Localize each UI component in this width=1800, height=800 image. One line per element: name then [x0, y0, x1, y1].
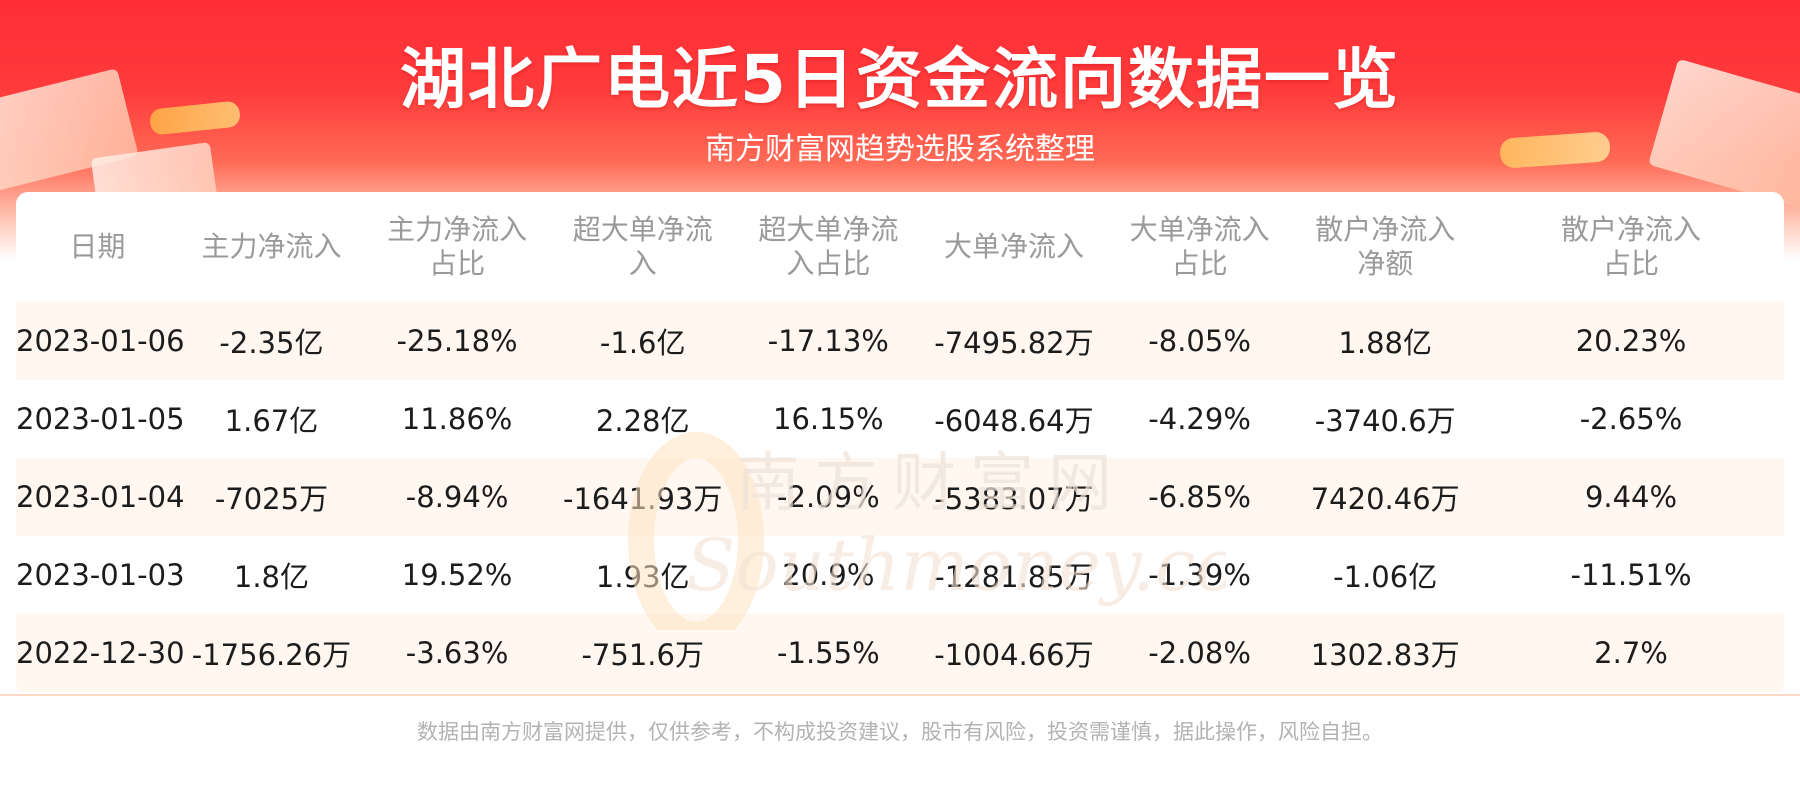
- value-cell: -1.39%: [1148, 558, 1251, 592]
- column-header: 大单净流入: [921, 192, 1107, 302]
- date-cell: 2022-12-30: [16, 636, 185, 670]
- column-header-line: 占比: [1603, 247, 1660, 280]
- column-header: 大单净流入 占比: [1107, 192, 1293, 302]
- value-cell: 20.9%: [782, 558, 875, 592]
- column-header-line: 大单净流入: [943, 230, 1084, 263]
- column-header-line: 主力净流入: [387, 213, 528, 246]
- page-subtitle: 南方财富网趋势选股系统整理: [705, 132, 1095, 167]
- table-row: 2022-12-30 -1756.26万 -3.63% -751.6万 -1.55% -1…: [16, 614, 1784, 692]
- value-cell: 19.52%: [401, 558, 513, 592]
- column-header-line: 占比: [1171, 247, 1228, 280]
- value-cell: 16.15%: [773, 402, 884, 436]
- value-cell: -3.63%: [405, 636, 509, 670]
- table-row: 2023-01-06 -2.35亿 -25.18% -1.6亿 -17.13% -7495…: [16, 302, 1784, 380]
- value-cell: 1.88亿: [1338, 326, 1432, 360]
- page-title: 湖北广电近5日资金流向数据一览: [400, 41, 1400, 118]
- value-cell: -7025万: [214, 482, 329, 516]
- footer-disclaimer: 数据由南方财富网提供，仅供参考，不构成投资建议，股市有风险，投资需谨慎，据此操作…: [417, 720, 1383, 744]
- value-cell: 20.23%: [1575, 324, 1687, 358]
- value-cell: -25.18%: [396, 324, 518, 358]
- table-row: 2023-01-04 -7025万 -8.94% -1641.93万 -2.09% -53…: [16, 458, 1784, 536]
- value-cell: 2.28亿: [595, 404, 690, 438]
- column-header-line: 入: [628, 247, 657, 280]
- value-cell: -1.06亿: [1333, 560, 1438, 594]
- column-header: 散户净流入 占比: [1478, 192, 1784, 302]
- column-header: 超大单净流入: [550, 192, 736, 302]
- date-cell: 2023-01-04: [16, 480, 185, 514]
- value-cell: 9.44%: [1584, 480, 1678, 514]
- value-cell: -2.09%: [777, 480, 880, 514]
- value-cell: -17.13%: [767, 324, 889, 358]
- value-cell: -6.85%: [1148, 480, 1251, 514]
- column-header-line: 散户净流入: [1561, 213, 1702, 246]
- value-cell: -8.05%: [1148, 324, 1251, 358]
- value-cell: 11.86%: [401, 402, 513, 436]
- value-cell: -2.08%: [1148, 636, 1251, 670]
- value-cell: -1004.66万: [934, 638, 1094, 672]
- value-cell: 1.8亿: [233, 560, 310, 594]
- column-header-line: 散户净流入: [1315, 213, 1456, 246]
- data-panel: 日期 主力净流入 主力净流入 占比 超大单净流入超大单净流 入占比 大单净流入 大单净流入 占比…: [16, 192, 1784, 694]
- value-cell: -1641.93万: [563, 482, 723, 516]
- date-cell: 2023-01-05: [16, 402, 185, 436]
- column-header-line: 入占比: [786, 247, 871, 280]
- table-row: 2023-01-05 1.67亿 11.86% 2.28亿 16.15% -6048.64…: [16, 380, 1784, 458]
- value-cell: -7495.82万: [934, 326, 1094, 360]
- value-cell: 7420.46万: [1310, 482, 1460, 516]
- value-cell: -1281.85万: [934, 560, 1094, 594]
- value-cell: -6048.64万: [934, 404, 1094, 438]
- value-cell: -8.94%: [405, 480, 509, 514]
- column-header: 主力净流入: [179, 192, 365, 302]
- value-cell: -5383.07万: [934, 482, 1094, 516]
- column-header-line: 日期: [69, 230, 126, 263]
- date-cell: 2023-01-03: [16, 558, 185, 592]
- column-header: 主力净流入 占比: [364, 192, 550, 302]
- value-cell: -11.51%: [1570, 558, 1692, 592]
- value-cell: -1756.26万: [191, 638, 352, 672]
- value-cell: -1.55%: [777, 636, 880, 670]
- table-header-row: 日期 主力净流入 主力净流入 占比 超大单净流入超大单净流 入占比 大单净流入 大单净流入 占比…: [16, 192, 1784, 302]
- value-cell: -2.65%: [1579, 402, 1683, 436]
- column-header-line: 超大单净流: [572, 213, 713, 246]
- value-cell: -3740.6万: [1314, 404, 1456, 438]
- column-header: 日期: [16, 192, 179, 302]
- fund-flow-table: 日期 主力净流入 主力净流入 占比 超大单净流入超大单净流 入占比 大单净流入 大单净流入 占比…: [16, 192, 1784, 692]
- value-cell: -2.35亿: [219, 326, 324, 360]
- column-header-line: 大单净流入: [1129, 213, 1270, 246]
- value-cell: -1.6亿: [599, 326, 686, 360]
- column-header-line: 主力净流入: [201, 230, 342, 263]
- date-cell: 2023-01-06: [16, 324, 185, 358]
- table-body: 2023-01-06 -2.35亿 -25.18% -1.6亿 -17.13% -7495…: [16, 302, 1784, 692]
- footer-divider: [0, 694, 1800, 696]
- value-cell: 2.7%: [1594, 636, 1668, 670]
- value-cell: -751.6万: [581, 638, 704, 672]
- value-cell: -4.29%: [1148, 402, 1251, 436]
- column-header: 超大单净流 入占比: [736, 192, 922, 302]
- table-row: 2023-01-03 1.8亿 19.52% 1.93亿 20.9% -1281.85万 -…: [16, 536, 1784, 614]
- value-cell: 1302.83万: [1310, 638, 1460, 672]
- column-header-line: 超大单净流: [758, 213, 899, 246]
- value-cell: 1.93亿: [595, 560, 690, 594]
- column-header-line: 净额: [1357, 247, 1414, 280]
- column-header: 散户净流入 净额: [1292, 192, 1478, 302]
- value-cell: 1.67亿: [224, 404, 319, 438]
- column-header-line: 占比: [429, 247, 486, 280]
